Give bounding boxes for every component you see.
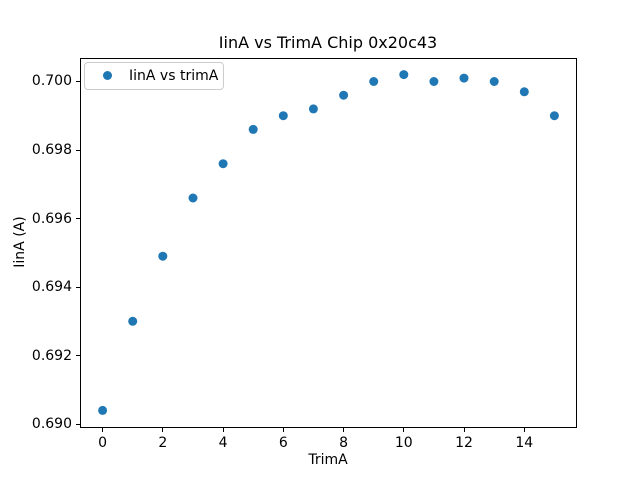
x-tick-mark <box>222 427 224 432</box>
y-tick-label: 0.692 <box>31 347 72 364</box>
x-tick-mark <box>523 427 525 432</box>
y-tick-mark <box>76 423 80 425</box>
plot-area <box>80 57 577 428</box>
x-tick-mark <box>282 427 284 432</box>
x-tick-label: 6 <box>278 434 288 451</box>
x-tick-label: 4 <box>218 434 228 451</box>
x-axis-label: TrimA <box>308 452 348 468</box>
y-tick-mark <box>76 149 80 151</box>
x-tick-label: 10 <box>394 434 413 451</box>
y-axis-label: IinA (A) <box>12 216 28 268</box>
x-tick-mark <box>403 427 405 432</box>
y-tick-label: 0.700 <box>31 73 72 90</box>
x-tick-mark <box>463 427 465 432</box>
y-tick-mark <box>76 218 80 220</box>
y-tick-label: 0.690 <box>31 416 72 433</box>
x-tick-mark <box>162 427 164 432</box>
y-tick-label: 0.698 <box>31 142 72 158</box>
chart-title: IinA vs TrimA Chip 0x20c43 <box>218 33 438 52</box>
x-tick-label: 12 <box>455 434 473 451</box>
x-tick-mark <box>343 427 345 432</box>
y-tick-label: 0.694 <box>31 279 72 296</box>
legend: IinA vs trimA <box>84 61 224 90</box>
legend-marker-dot <box>103 71 112 80</box>
x-tick-label: 14 <box>515 434 534 451</box>
x-tick-label: 0 <box>98 434 108 451</box>
x-tick-label: 8 <box>339 434 349 451</box>
y-tick-mark <box>76 286 80 288</box>
x-tick-mark <box>102 427 104 432</box>
y-tick-mark <box>76 80 80 82</box>
y-tick-label: 0.696 <box>31 210 72 227</box>
legend-label: IinA vs trimA <box>129 67 219 84</box>
x-tick-label: 2 <box>158 434 168 451</box>
y-tick-mark <box>76 355 80 357</box>
